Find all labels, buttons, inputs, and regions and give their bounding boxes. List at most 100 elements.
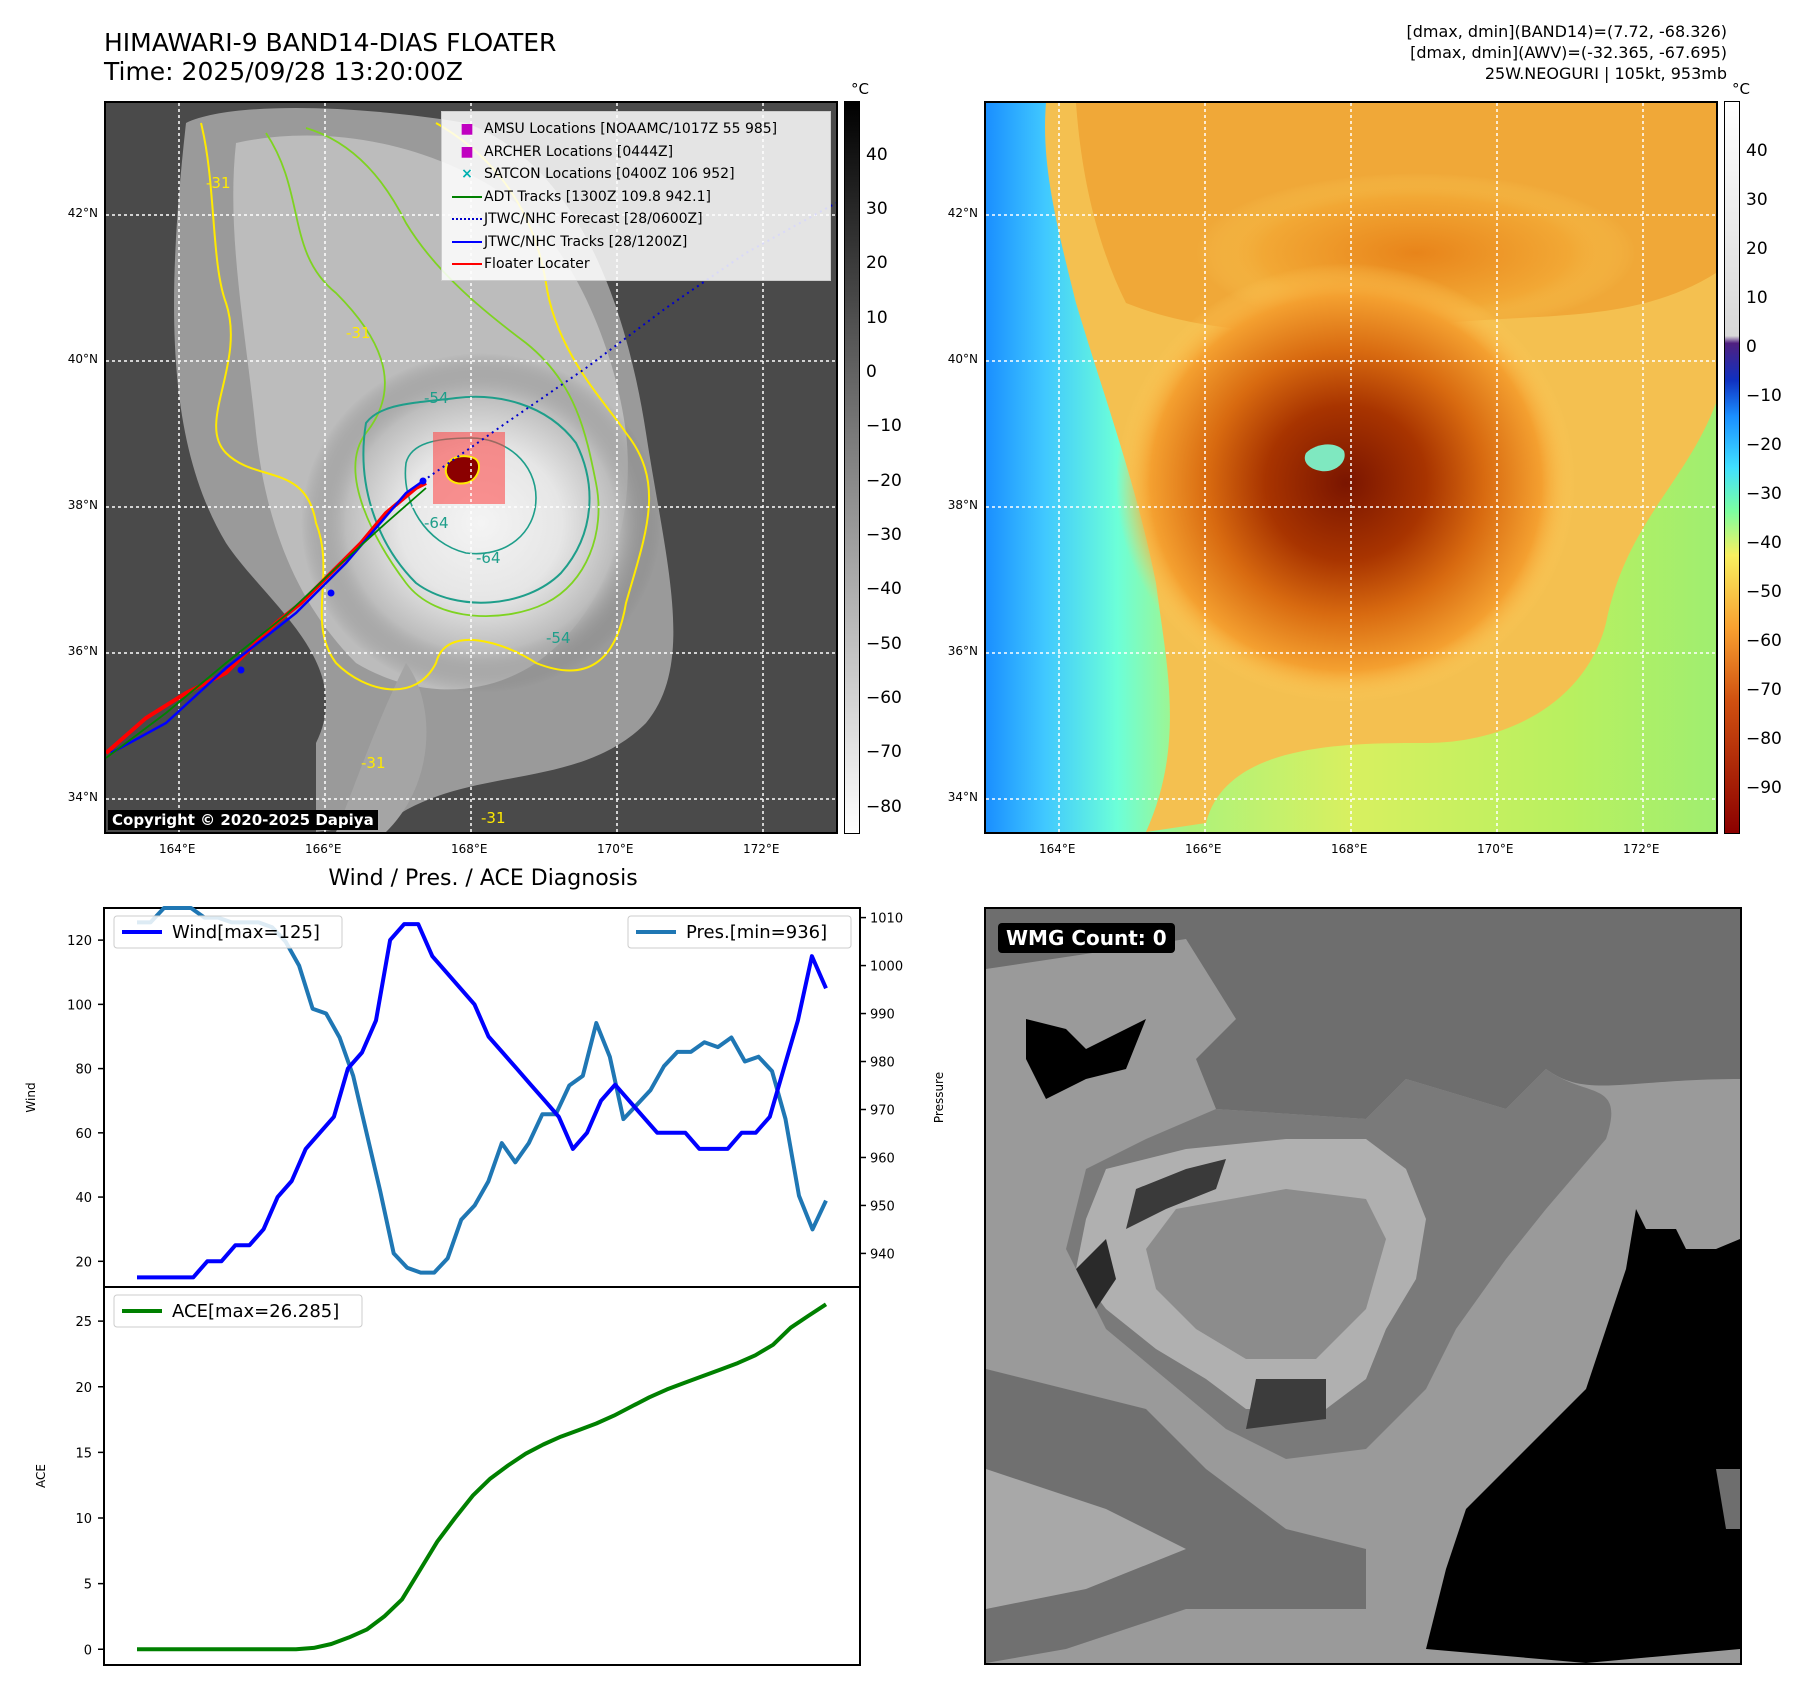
legend-item-forecast: JTWC/NHC Forecast [28/0600Z]	[450, 208, 777, 231]
lon-tick: 170°E	[597, 842, 634, 856]
wv-map-panel	[984, 101, 1718, 834]
wv-lon-axis: 164°E 166°E 168°E 170°E 172°E	[984, 842, 1718, 860]
wind-tick-label: 80	[75, 1063, 92, 1078]
colorbar-tick: −60	[1746, 631, 1782, 651]
ir-colorbar-unit: °C	[851, 80, 869, 98]
contour-label: -54	[546, 629, 571, 647]
colorbar-tick: −50	[866, 634, 902, 654]
colorbar-tick: 20	[1746, 239, 1768, 259]
colorbar-tick: −80	[866, 797, 902, 817]
dmax-band14: [dmax, dmin](BAND14)=(7.72, -68.326)	[1406, 22, 1728, 41]
pressure-legend-label: Pres.[min=936]	[686, 922, 827, 943]
wind-legend-label: Wind[max=125]	[172, 922, 320, 943]
diagnosis-title: Wind / Pres. / ACE Diagnosis	[328, 866, 638, 891]
wind-tick-label: 40	[75, 1191, 92, 1206]
ir-map-panel: -31 -31 -31 -31 -54 -54 -64 -64 ■ AMSU Lo…	[104, 101, 838, 834]
ace-tick-label: 15	[75, 1446, 92, 1461]
pressure-axis-label: Pressure	[932, 1072, 946, 1123]
lat-tick: 38°N	[947, 498, 978, 512]
colorbar-tick: −20	[1746, 435, 1782, 455]
colorbar-tick: −50	[1746, 582, 1782, 602]
pressure-tick-label: 980	[870, 1056, 895, 1071]
lat-tick: 34°N	[947, 790, 978, 804]
colorbar-tick: −10	[1746, 386, 1782, 406]
colorbar-tick: −40	[1746, 533, 1782, 553]
lon-tick: 164°E	[1039, 842, 1076, 856]
colorbar-tick: −70	[866, 742, 902, 762]
ace-tick-label: 25	[75, 1315, 92, 1330]
lat-tick: 38°N	[67, 498, 98, 512]
lon-tick: 164°E	[159, 842, 196, 856]
lon-tick: 168°E	[451, 842, 488, 856]
contour-label: -31	[346, 324, 371, 342]
lat-tick: 42°N	[67, 206, 98, 220]
colorbar-tick: −70	[1746, 680, 1782, 700]
wind-tick-label: 60	[75, 1127, 92, 1142]
legend-item-amsu: ■ AMSU Locations [NOAAMC/1017Z 55 985]	[460, 121, 778, 137]
colorbar-tick: −30	[1746, 484, 1782, 504]
contour-label: -54	[424, 389, 449, 407]
dmax-awv: [dmax, dmin](AWV)=(-32.365, -67.695)	[1410, 43, 1727, 62]
colorbar-tick: 30	[866, 199, 888, 219]
figure-time: Time: 2025/09/28 13:20:00Z	[104, 57, 463, 86]
pressure-tick-label: 940	[870, 1247, 895, 1262]
lon-tick: 172°E	[743, 842, 780, 856]
colorbar-tick: −20	[866, 471, 902, 491]
colorbar-tick: −40	[866, 579, 902, 599]
lat-tick: 34°N	[67, 790, 98, 804]
ace-tick-label: 20	[75, 1381, 92, 1396]
contour-label: -64	[476, 549, 501, 567]
wmg-count-badge: WMG Count: 0	[998, 923, 1175, 953]
diagnosis-chart: 2040608010012094095096097098099010001010…	[24, 906, 946, 1666]
lon-tick: 170°E	[1477, 842, 1514, 856]
colorbar-tick: 0	[1746, 337, 1757, 357]
ace-tick-label: 5	[84, 1578, 92, 1593]
figure-title: HIMAWARI-9 BAND14-DIAS FLOATER	[104, 28, 557, 57]
legend-item-adt: ADT Tracks [1300Z 109.8 942.1]	[450, 186, 777, 209]
colorbar-tick: 0	[866, 362, 877, 382]
wmg-image	[986, 909, 1740, 1663]
colorbar-tick: 10	[1746, 288, 1768, 308]
ir-colorbar	[844, 101, 860, 834]
lat-tick: 36°N	[947, 644, 978, 658]
pressure-tick-label: 1000	[870, 960, 903, 975]
pressure-tick-label: 1010	[870, 912, 903, 927]
colorbar-tick: 10	[866, 308, 888, 328]
wind-tick-label: 20	[75, 1255, 92, 1270]
wv-lat-axis: 42°N 40°N 38°N 36°N 34°N	[920, 101, 980, 834]
wind-tick-label: 100	[67, 998, 92, 1013]
lon-tick: 166°E	[1185, 842, 1222, 856]
colorbar-tick: 40	[866, 145, 888, 165]
pressure-tick-label: 950	[870, 1199, 895, 1214]
wv-map	[986, 103, 1716, 832]
ace-axis-label: ACE	[34, 1464, 48, 1488]
ace-frame	[103, 1286, 861, 1666]
wind-tick-label: 120	[67, 934, 92, 949]
ace-legend-box	[113, 1294, 363, 1328]
lat-tick: 40°N	[947, 352, 978, 366]
pressure-tick-label: 990	[870, 1008, 895, 1023]
ace-tick-label: 0	[84, 1643, 92, 1658]
lat-tick: 40°N	[67, 352, 98, 366]
wv-colorbar-unit: °C	[1732, 80, 1750, 98]
ace-series-line	[137, 1302, 828, 1652]
contour-label: -31	[361, 754, 386, 772]
pressure-legend-box	[627, 915, 852, 949]
wind-axis-label: Wind	[24, 1082, 38, 1112]
ir-colorbar-ticks: 40 30 20 10 0 −10 −20 −30 −40 −50 −60 −7…	[866, 101, 916, 834]
ir-legend: ■ AMSU Locations [NOAAMC/1017Z 55 985] ■ A…	[441, 111, 831, 281]
colorbar-tick: −80	[1746, 729, 1782, 749]
lat-tick: 36°N	[67, 644, 98, 658]
contour-label: -64	[424, 514, 449, 532]
storm-info: 25W.NEOGURI | 105kt, 953mb	[1484, 64, 1727, 83]
wv-colorbar-ticks: 40 30 20 10 0 −10 −20 −30 −40 −50 −60 −7…	[1746, 101, 1796, 834]
pressure-series-line	[137, 906, 828, 1275]
ace-legend-label: ACE[max=26.285]	[172, 1301, 339, 1322]
pressure-tick-label: 960	[870, 1151, 895, 1166]
wind-series-line	[137, 922, 828, 1280]
wind-pres-frame	[103, 907, 861, 1288]
colorbar-tick: 20	[866, 253, 888, 273]
colorbar-tick: 40	[1746, 141, 1768, 161]
wind-legend-box	[113, 915, 343, 949]
colorbar-tick: −30	[866, 525, 902, 545]
